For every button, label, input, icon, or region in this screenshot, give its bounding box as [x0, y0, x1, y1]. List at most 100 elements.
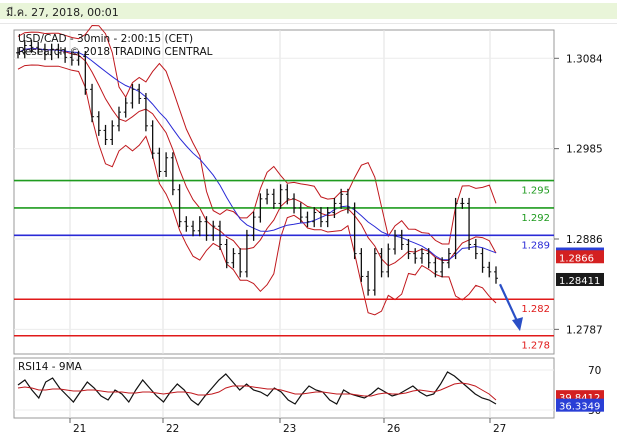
moving-average: [17, 48, 497, 261]
price-bar: [453, 197, 458, 260]
rsi-tag: [556, 398, 604, 412]
price-bar: [130, 83, 135, 109]
price-bar: [110, 120, 115, 145]
price-bar: [298, 202, 303, 223]
rsi-tag-label: 36.3349: [559, 402, 600, 413]
top-bar: มี.ค. 27, 2018, 00:01: [0, 0, 617, 25]
price-bar: [49, 43, 54, 61]
price-bar: [224, 239, 229, 269]
price-bar: [83, 50, 88, 95]
x-tick-label: 21: [73, 423, 86, 435]
price-bar: [204, 216, 209, 241]
price-tag: [556, 272, 604, 286]
price-bar: [36, 41, 41, 55]
price-tag-label: 1.2866: [559, 253, 594, 264]
price-bar: [467, 197, 472, 250]
price-bar: [278, 184, 283, 209]
price-bar: [143, 92, 148, 132]
price-bar: [292, 193, 297, 214]
rsi-grid: [14, 358, 554, 418]
price-bar: [332, 197, 337, 219]
price-bar: [63, 47, 68, 63]
arrow-head: [512, 317, 523, 332]
x-tick-label: 26: [387, 423, 401, 435]
price-bar: [150, 120, 155, 159]
price-bar: [244, 229, 249, 278]
forecast-arrow: [499, 283, 523, 332]
price-bar: [76, 50, 81, 66]
rsi-series: [17, 371, 497, 406]
price-bar: [22, 40, 27, 59]
price-bar: [386, 243, 391, 278]
rsi-y-tick-label: 70: [588, 365, 601, 377]
time-axis: 21 22 23 26 27: [69, 418, 506, 435]
middle-band: [17, 48, 497, 267]
price-bar: [372, 248, 377, 296]
date-banner: [0, 3, 617, 19]
price-bar: [103, 124, 108, 145]
price-bar: [494, 266, 498, 284]
price-bar: [426, 248, 431, 269]
price-bar: [258, 193, 263, 223]
rsi-line-0: [17, 371, 497, 406]
level-label: 1.278: [521, 341, 550, 352]
price-bar: [191, 220, 196, 237]
price-bar: [473, 239, 478, 260]
x-tick-label: 22: [166, 423, 179, 435]
price-axis: 1.3084 1.2985 1.2886 1.2787: [554, 53, 603, 336]
price-bar: [137, 83, 142, 104]
price-bar: [217, 220, 222, 250]
price-bar: [318, 207, 323, 228]
price-bar: [352, 202, 357, 260]
price-bar: [305, 211, 310, 228]
price-bar: [271, 188, 276, 209]
price-bar: [211, 220, 216, 241]
price-bar: [325, 207, 330, 228]
price-bar: [16, 47, 20, 59]
price-bar: [339, 188, 344, 209]
price-bar: [170, 152, 175, 196]
rsi-tag-label: 39.8412: [559, 393, 600, 404]
price-bar: [393, 229, 398, 255]
y-tick-label: 1.2886: [566, 234, 603, 246]
price-bar: [312, 207, 317, 228]
rsi-panel-frame: [13, 357, 555, 419]
price-bar: [440, 257, 445, 278]
price-bar: [56, 43, 61, 59]
price-bar: [116, 106, 121, 132]
price-bar: [480, 248, 485, 273]
price-bar: [69, 51, 74, 66]
chart-subtitle: Research © 2018 TRADING CENTRAL: [18, 46, 213, 58]
rsi-line-1: [17, 382, 497, 401]
price-bar: [413, 248, 418, 264]
price-bar: [487, 261, 492, 278]
y-tick-label: 1.2985: [566, 144, 603, 156]
price-bar: [366, 270, 371, 296]
price-bar: [251, 211, 256, 241]
price-bar: [399, 229, 404, 250]
price-bar: [231, 248, 236, 269]
x-tick-label: 27: [493, 423, 506, 435]
price-bar: [345, 188, 350, 214]
x-tick-label: 23: [283, 423, 296, 435]
price-bar: [177, 184, 182, 228]
price-tag: [556, 250, 604, 264]
level-label: 1.295: [521, 186, 550, 197]
price-bar: [29, 40, 34, 53]
level-label: 1.289: [521, 240, 550, 251]
price-bar: [42, 43, 47, 61]
y-tick-label: 1.2787: [566, 324, 603, 336]
price-bar: [238, 248, 243, 278]
price-bar: [433, 257, 438, 278]
arrow-shaft: [499, 283, 519, 324]
price-series: [16, 40, 498, 296]
y-tick-label: 1.3084: [566, 53, 603, 65]
price-bar: [96, 111, 101, 136]
upper-band: [17, 24, 497, 245]
level-label: 1.282: [521, 304, 550, 315]
